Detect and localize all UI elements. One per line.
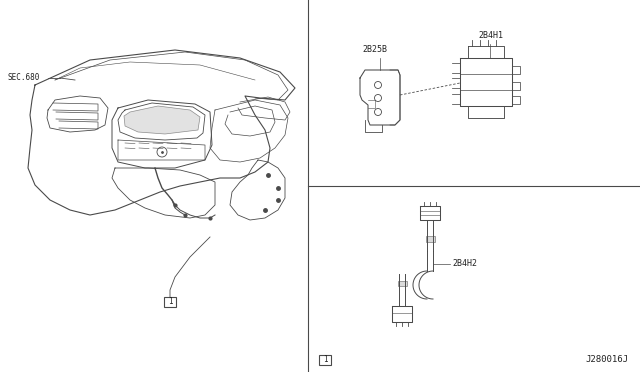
- Text: 1: 1: [323, 356, 327, 365]
- Text: J280016J: J280016J: [585, 356, 628, 365]
- Text: 2B4H2: 2B4H2: [452, 260, 477, 269]
- Text: 2B25B: 2B25B: [362, 45, 387, 54]
- Bar: [164, 297, 176, 307]
- Bar: [319, 355, 331, 365]
- Bar: [398, 281, 407, 286]
- Text: 2B4H1: 2B4H1: [478, 31, 503, 40]
- Text: SEC.680: SEC.680: [8, 74, 40, 83]
- Bar: [426, 236, 435, 242]
- Text: 1: 1: [168, 298, 172, 307]
- Polygon shape: [124, 106, 200, 134]
